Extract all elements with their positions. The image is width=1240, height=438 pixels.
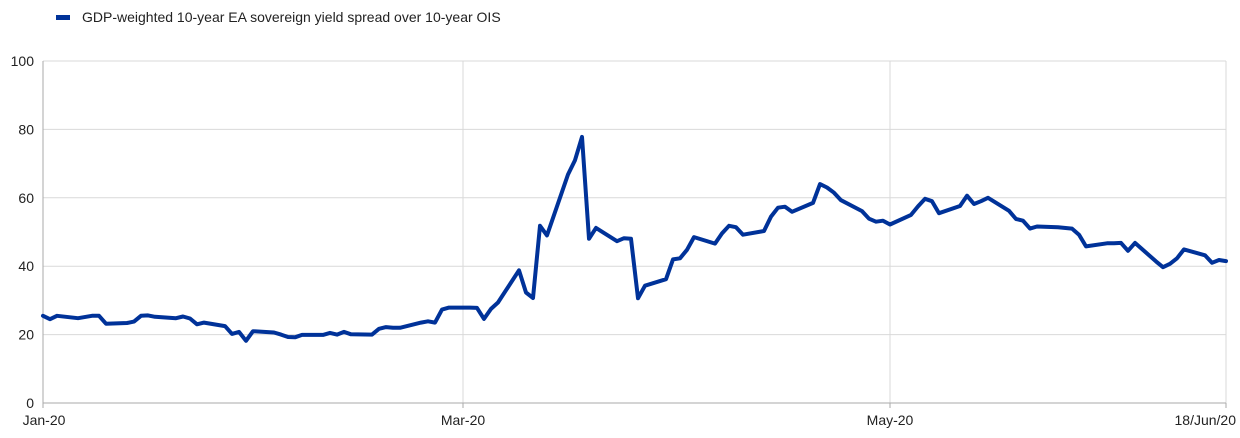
x-tick-label: Mar-20 <box>441 412 486 428</box>
y-tick-label: 0 <box>26 395 34 411</box>
x-tick-label: May-20 <box>867 412 914 428</box>
legend: GDP-weighted 10-year EA sovereign yield … <box>56 9 501 25</box>
legend-label: GDP-weighted 10-year EA sovereign yield … <box>82 9 501 25</box>
x-tick-label: 18/Jun/20 <box>1175 412 1237 428</box>
series <box>41 134 1228 343</box>
grid <box>43 60 1226 403</box>
tick-labels: 0 20 40 60 80 100 Jan-20 Mar-20 May-20 18/Jun/20 <box>11 53 1237 428</box>
y-tick-label: 80 <box>18 121 34 137</box>
x-tick-label: Jan-20 <box>23 412 66 428</box>
y-tick-label: 20 <box>18 327 34 343</box>
y-tick-label: 40 <box>18 258 34 274</box>
series-line-0 <box>41 134 1228 343</box>
legend-swatch <box>56 14 70 20</box>
axes <box>42 61 1227 408</box>
y-tick-label: 60 <box>18 190 34 206</box>
y-tick-label: 100 <box>11 53 35 69</box>
